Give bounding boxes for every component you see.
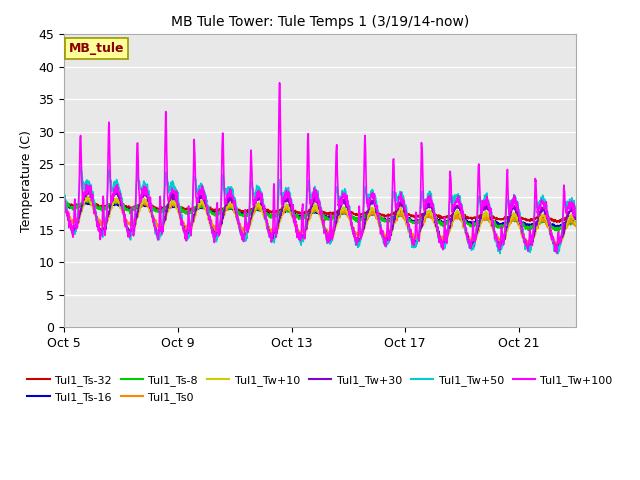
Tul1_Ts-32 bbox=[390, 210, 397, 216]
Legend: Tul1_Ts-32, Tul1_Ts-16, Tul1_Ts-8, Tul1_Ts0, Tul1_Tw+10, Tul1_Tw+30, Tul1_Tw+50,: Tul1_Ts-32, Tul1_Ts-16, Tul1_Ts-8, Tul1_… bbox=[23, 371, 617, 407]
Tul1_Tw+50 bbox=[390, 191, 397, 197]
Tul1_Tw+50 bbox=[77, 165, 84, 170]
Tul1_Tw+50 bbox=[91, 205, 99, 211]
Tul1_Ts0 bbox=[91, 208, 99, 214]
Tul1_Tw+10 bbox=[60, 203, 68, 208]
Tul1_Ts-32 bbox=[502, 216, 509, 222]
Line: Tul1_Tw+30: Tul1_Tw+30 bbox=[64, 188, 576, 252]
Tul1_Tw+30 bbox=[572, 216, 580, 221]
Tul1_Ts-16 bbox=[280, 209, 288, 215]
Line: Tul1_Tw+50: Tul1_Tw+50 bbox=[64, 168, 576, 253]
Tul1_Ts-8 bbox=[333, 212, 340, 218]
Tul1_Ts-16 bbox=[60, 200, 68, 206]
Line: Tul1_Tw+100: Tul1_Tw+100 bbox=[64, 83, 576, 253]
Tul1_Tw+30 bbox=[289, 209, 296, 215]
Tul1_Ts-16 bbox=[572, 220, 580, 226]
Tul1_Tw+30 bbox=[502, 229, 509, 235]
Line: Tul1_Ts-32: Tul1_Ts-32 bbox=[64, 201, 576, 222]
Tul1_Ts-8 bbox=[60, 198, 68, 204]
Tul1_Ts-16 bbox=[502, 220, 509, 226]
Tul1_Tw+50 bbox=[572, 210, 580, 216]
Line: Tul1_Ts-16: Tul1_Ts-16 bbox=[64, 202, 576, 227]
Tul1_Ts-8 bbox=[280, 208, 288, 214]
Tul1_Tw+30 bbox=[280, 197, 288, 203]
Tul1_Tw+100 bbox=[280, 193, 288, 199]
Tul1_Ts-8 bbox=[289, 210, 296, 216]
Tul1_Ts-16 bbox=[91, 204, 99, 209]
Tul1_Ts-32 bbox=[60, 199, 68, 204]
Tul1_Tw+100 bbox=[90, 202, 98, 208]
Tul1_Ts-32 bbox=[289, 207, 296, 213]
Tul1_Ts-8 bbox=[502, 221, 509, 227]
Tul1_Ts-16 bbox=[552, 224, 560, 230]
Tul1_Ts-32 bbox=[86, 198, 93, 204]
Tul1_Tw+100 bbox=[60, 196, 68, 202]
Tul1_Ts-8 bbox=[91, 202, 99, 207]
Tul1_Ts-32 bbox=[280, 205, 288, 211]
Text: MB_tule: MB_tule bbox=[69, 42, 125, 55]
Tul1_Tw+100 bbox=[289, 205, 296, 211]
Tul1_Ts-8 bbox=[83, 196, 91, 202]
Title: MB Tule Tower: Tule Temps 1 (3/19/14-now): MB Tule Tower: Tule Temps 1 (3/19/14-now… bbox=[171, 15, 469, 29]
Tul1_Ts0 bbox=[280, 210, 288, 216]
Tul1_Tw+100 bbox=[333, 142, 340, 148]
Tul1_Ts-16 bbox=[86, 199, 94, 205]
Tul1_Ts-8 bbox=[572, 223, 580, 228]
Tul1_Tw+30 bbox=[60, 199, 68, 204]
Tul1_Tw+10 bbox=[280, 205, 288, 211]
Tul1_Tw+30 bbox=[91, 206, 99, 212]
Tul1_Ts-32 bbox=[91, 201, 99, 206]
Tul1_Ts0 bbox=[502, 231, 509, 237]
Tul1_Tw+50 bbox=[333, 186, 340, 192]
Tul1_Ts-16 bbox=[333, 214, 340, 219]
Tul1_Tw+10 bbox=[91, 210, 99, 216]
Tul1_Ts-8 bbox=[555, 228, 563, 234]
Tul1_Ts0 bbox=[60, 201, 68, 207]
Tul1_Ts-8 bbox=[390, 214, 397, 220]
Tul1_Ts-32 bbox=[572, 216, 580, 222]
Tul1_Ts0 bbox=[572, 223, 580, 229]
Line: Tul1_Tw+10: Tul1_Tw+10 bbox=[64, 197, 576, 251]
Tul1_Tw+100 bbox=[276, 80, 284, 86]
Tul1_Tw+10 bbox=[390, 222, 397, 228]
Tul1_Tw+30 bbox=[333, 214, 340, 220]
Tul1_Tw+30 bbox=[84, 185, 92, 191]
Tul1_Ts0 bbox=[333, 217, 340, 223]
Tul1_Ts0 bbox=[554, 242, 562, 248]
Tul1_Tw+100 bbox=[390, 156, 397, 162]
Tul1_Tw+30 bbox=[553, 249, 561, 255]
Tul1_Tw+100 bbox=[554, 250, 561, 256]
Tul1_Tw+50 bbox=[280, 193, 288, 199]
Tul1_Tw+100 bbox=[502, 216, 509, 222]
Tul1_Tw+10 bbox=[554, 248, 561, 253]
Tul1_Ts-16 bbox=[390, 215, 397, 220]
Tul1_Tw+10 bbox=[333, 219, 340, 225]
Tul1_Ts0 bbox=[390, 222, 397, 228]
Tul1_Ts0 bbox=[289, 215, 296, 220]
Tul1_Ts-16 bbox=[289, 209, 296, 215]
Tul1_Tw+50 bbox=[553, 251, 561, 256]
Tul1_Tw+50 bbox=[502, 216, 509, 221]
Tul1_Tw+50 bbox=[60, 189, 68, 195]
Tul1_Ts-32 bbox=[553, 219, 561, 225]
Tul1_Tw+100 bbox=[572, 212, 580, 217]
Line: Tul1_Ts-8: Tul1_Ts-8 bbox=[64, 199, 576, 231]
Tul1_Ts0 bbox=[83, 193, 91, 199]
Line: Tul1_Ts0: Tul1_Ts0 bbox=[64, 196, 576, 245]
Tul1_Tw+10 bbox=[84, 194, 92, 200]
Y-axis label: Temperature (C): Temperature (C) bbox=[20, 130, 33, 232]
Tul1_Tw+30 bbox=[390, 221, 397, 227]
Tul1_Ts-32 bbox=[333, 210, 340, 216]
Tul1_Tw+10 bbox=[572, 221, 580, 227]
Tul1_Tw+50 bbox=[289, 202, 296, 208]
Tul1_Tw+10 bbox=[289, 212, 296, 218]
Tul1_Tw+10 bbox=[502, 233, 509, 239]
